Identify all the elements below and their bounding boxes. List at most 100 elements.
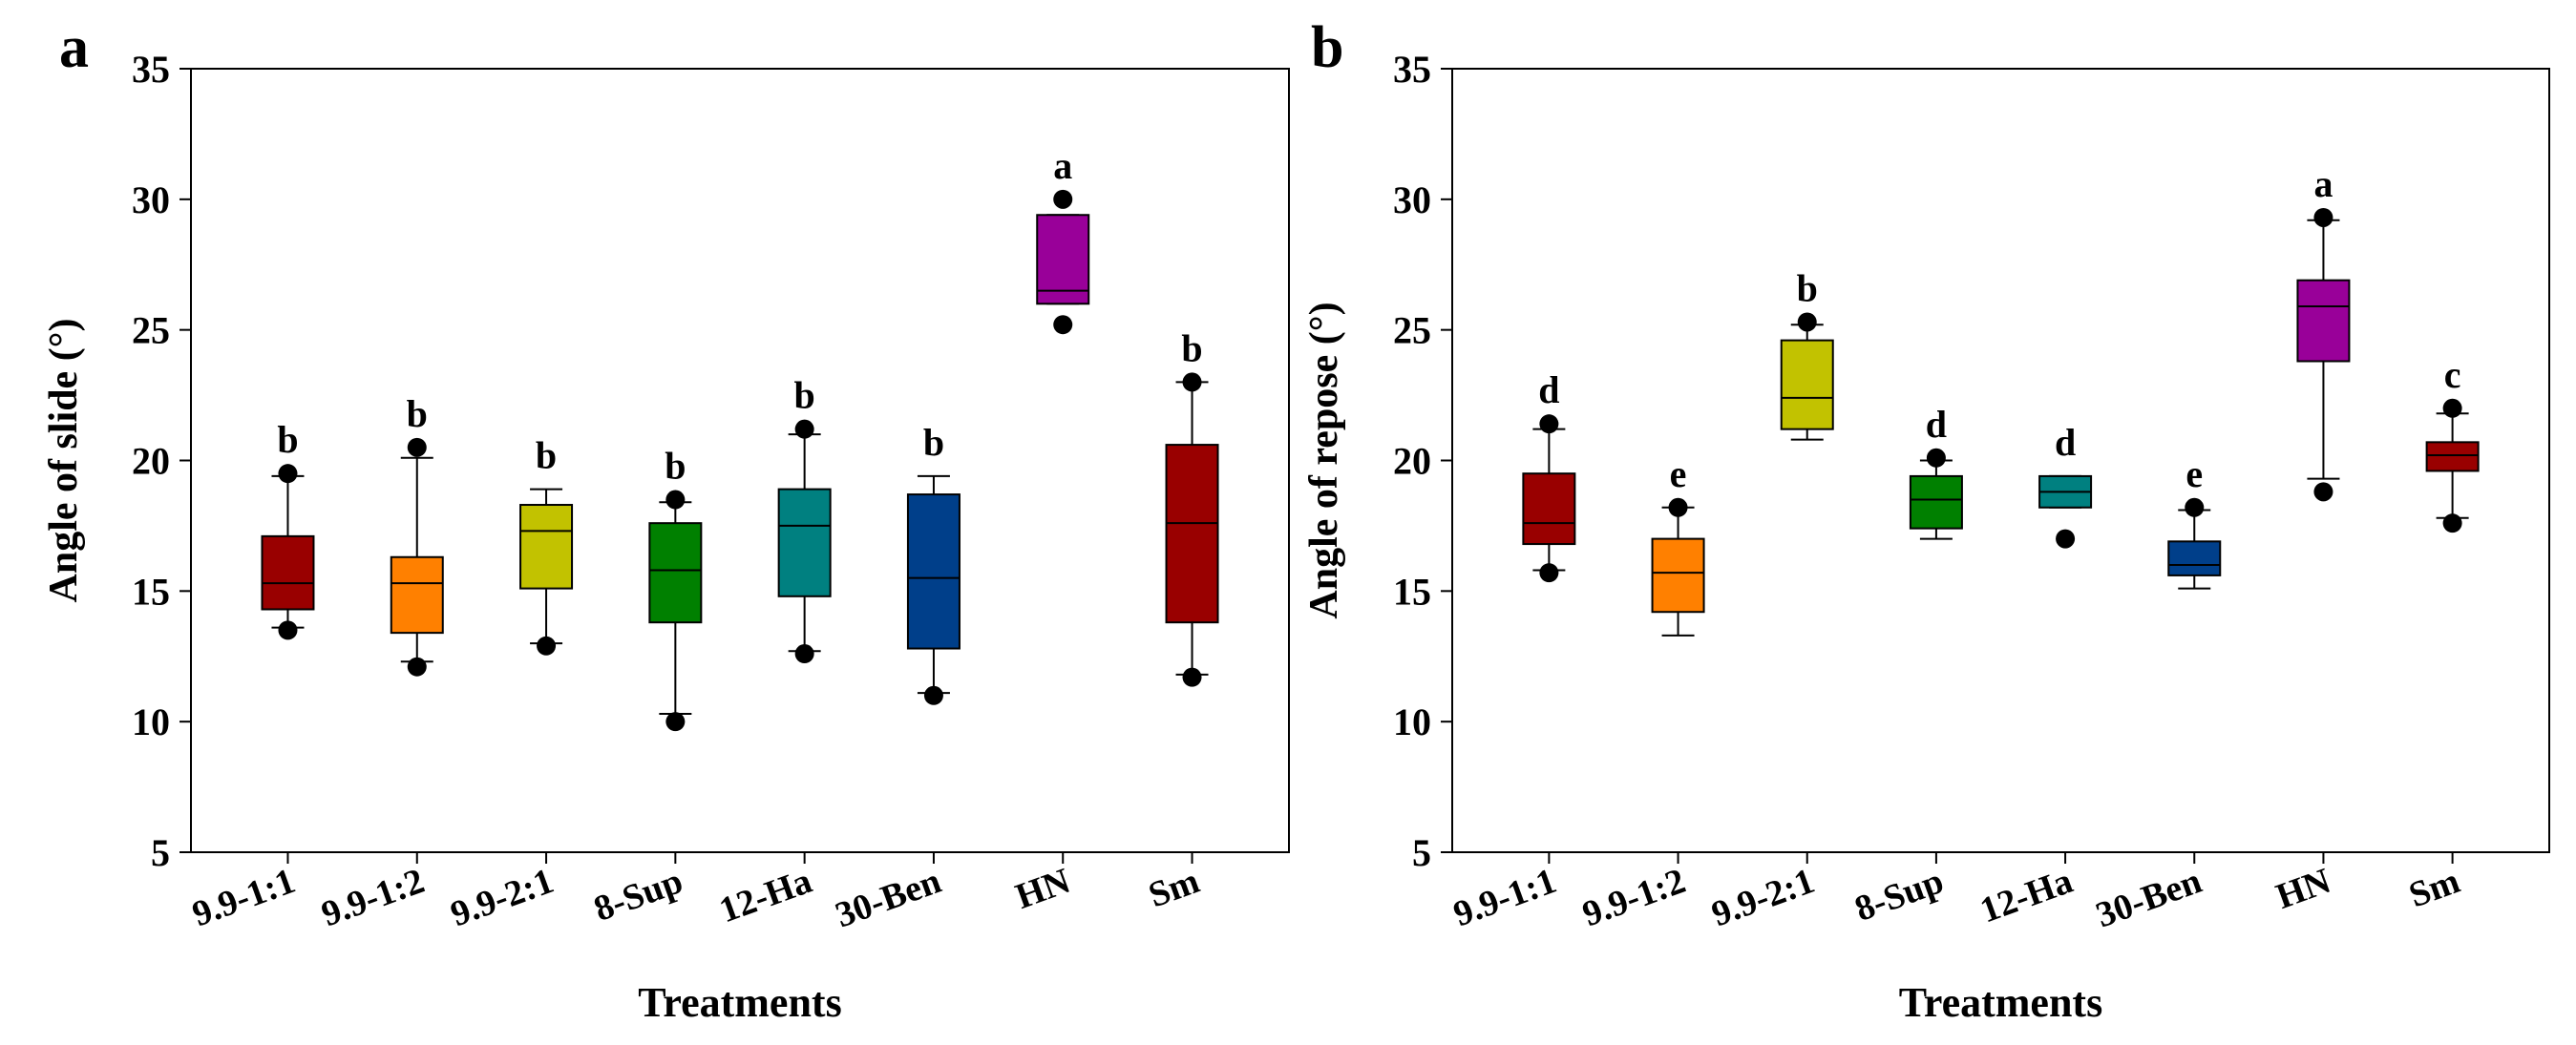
significance-letter: d — [2055, 421, 2076, 464]
box-body — [1651, 537, 1705, 614]
box-9.9-2:1: 9.9-2:1 b — [446, 434, 574, 934]
box-body — [519, 504, 574, 590]
outlier-point — [665, 712, 686, 732]
chart-panel-b: b 5 10 15 20 25 30 35 Angle of repose (°) Treatme… — [1302, 15, 2550, 1026]
box-body — [1036, 214, 1090, 305]
box-body — [1780, 339, 1834, 430]
box-9.9-2:1: 9.9-2:1 b — [1706, 266, 1834, 934]
panel-label: b — [1311, 15, 1343, 80]
box-9.9-1:1: 9.9-1:1 d — [1448, 368, 1576, 934]
y-tick-label: 10 — [132, 700, 170, 743]
box-Sm: Sm c — [2404, 353, 2480, 916]
x-tick-label: 9.9-1:2 — [316, 861, 429, 934]
outlier-point — [665, 490, 686, 510]
y-tick-label: 25 — [132, 309, 170, 352]
y-axis-label: Angle of repose (°) — [1302, 302, 1346, 618]
outlier-point — [1797, 312, 1817, 332]
significance-letter: e — [1670, 452, 1687, 495]
y-tick-label: 30 — [132, 178, 170, 221]
x-tick-label: 12-Ha — [714, 861, 817, 930]
box-body — [906, 493, 961, 650]
y-tick-label: 20 — [1393, 440, 1431, 483]
significance-letter: b — [665, 445, 686, 488]
outlier-point — [923, 685, 943, 705]
significance-letter: b — [794, 374, 815, 417]
chart-panel-a: a 5 10 15 20 25 30 35 Angle of slide (°) Treatmen… — [42, 15, 1290, 1026]
outlier-point — [278, 464, 298, 484]
significance-letter: b — [407, 392, 428, 435]
outlier-point — [537, 636, 557, 656]
outlier-point — [407, 657, 427, 677]
significance-letter: b — [1181, 326, 1202, 369]
box-body — [2425, 441, 2480, 472]
y-tick-label: 15 — [1393, 570, 1431, 613]
y-tick-label: 5 — [151, 831, 170, 874]
x-tick-label: 9.9-1:1 — [1448, 861, 1561, 934]
plot-frame — [190, 68, 1290, 853]
box-Sm: Sm b — [1144, 326, 1219, 916]
significance-letter: e — [2185, 452, 2203, 495]
outlier-point — [1053, 189, 1073, 209]
outlier-point — [794, 419, 814, 439]
y-tick-label: 30 — [1393, 178, 1431, 221]
y-tick-label: 20 — [132, 440, 170, 483]
outlier-point — [1926, 448, 1946, 468]
box-9.9-1:2: 9.9-1:2 b — [316, 392, 444, 934]
y-tick-label: 35 — [1393, 48, 1431, 91]
outlier-point — [407, 437, 427, 457]
x-tick-label: Sm — [1144, 861, 1205, 916]
x-tick-label: Sm — [2404, 861, 2465, 916]
outlier-point — [2185, 497, 2205, 517]
box-body — [1165, 444, 1219, 624]
box-body — [390, 555, 444, 635]
box-body — [1522, 472, 1576, 546]
significance-letter: a — [2313, 162, 2333, 205]
box-body — [777, 488, 832, 597]
x-tick-label: 9.9-1:1 — [187, 861, 300, 934]
x-tick-label: 9.9-2:1 — [446, 861, 559, 934]
significance-letter: b — [277, 418, 298, 461]
significance-letter: a — [1053, 144, 1072, 187]
x-tick-label: 12-Ha — [1975, 861, 2079, 930]
outlier-point — [1182, 372, 1202, 392]
outlier-point — [2313, 207, 2333, 227]
outlier-point — [2313, 482, 2333, 502]
x-tick-label: HN — [1010, 861, 1075, 917]
outlier-point — [2056, 529, 2076, 549]
significance-letter: b — [923, 421, 944, 464]
box-HN: HN a — [1010, 144, 1090, 917]
box-9.9-1:2: 9.9-1:2 e — [1577, 452, 1705, 934]
y-tick-label: 15 — [132, 570, 170, 613]
y-axis-label: Angle of slide (°) — [42, 319, 86, 603]
significance-letter: b — [1797, 266, 1818, 309]
outlier-point — [2442, 398, 2462, 418]
x-tick-label: 30-Ben — [2091, 861, 2206, 935]
box-30-Ben: 30-Ben e — [2091, 452, 2222, 935]
outlier-point — [1053, 315, 1073, 335]
x-tick-label: 8-Sup — [1849, 861, 1949, 930]
significance-letter: b — [536, 434, 557, 477]
y-tick-label: 25 — [1393, 309, 1431, 352]
y-tick-label: 10 — [1393, 700, 1431, 743]
box-8-Sup: 8-Sup b — [589, 445, 703, 930]
outlier-point — [1539, 414, 1559, 434]
y-tick-label: 35 — [132, 48, 170, 91]
x-axis-label: Treatments — [1899, 979, 2102, 1026]
box-12-Ha: 12-Ha b — [714, 374, 832, 930]
outlier-point — [2442, 513, 2462, 533]
x-tick-label: HN — [2271, 861, 2336, 917]
outlier-point — [1182, 667, 1202, 687]
box-HN: HN a — [2271, 162, 2351, 917]
y-tick-label: 5 — [1412, 831, 1431, 874]
box-30-Ben: 30-Ben b — [831, 421, 961, 935]
x-axis-label: Treatments — [638, 979, 841, 1026]
significance-letter: c — [2444, 353, 2461, 396]
outlier-point — [1668, 497, 1688, 517]
x-tick-label: 30-Ben — [831, 861, 946, 935]
plot-frame — [1451, 68, 2550, 853]
panel-label: a — [59, 15, 89, 80]
box-body — [648, 522, 703, 624]
box-body — [2167, 540, 2222, 576]
